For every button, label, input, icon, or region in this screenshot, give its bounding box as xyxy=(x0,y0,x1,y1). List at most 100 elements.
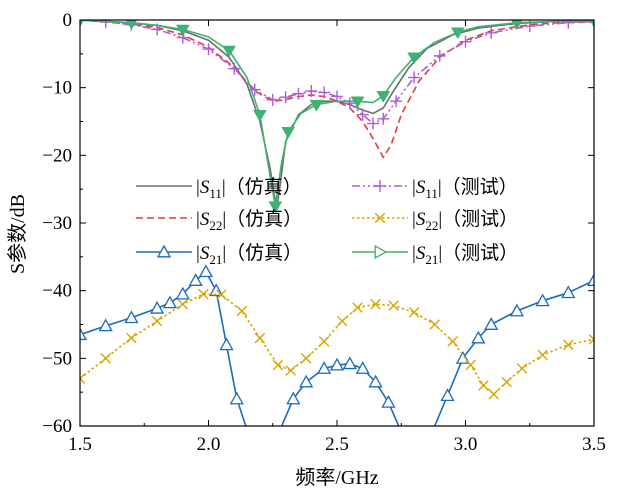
data-point xyxy=(281,126,296,139)
data-point xyxy=(80,20,85,27)
data-point xyxy=(516,363,528,374)
series-4 xyxy=(80,288,594,400)
series-line xyxy=(80,20,594,159)
legend-marker xyxy=(156,244,172,258)
series-5 xyxy=(80,20,594,214)
data-point xyxy=(292,87,305,100)
legend-label: |S21|（仿真） xyxy=(196,242,302,267)
y-tick-label: −30 xyxy=(42,213,72,234)
data-point xyxy=(254,332,266,344)
y-axis-label: S参数/dB xyxy=(6,194,29,274)
series-line xyxy=(280,362,400,426)
data-point xyxy=(268,201,283,214)
data-point xyxy=(253,110,267,122)
data-point xyxy=(285,365,297,376)
x-tick-label: 2.0 xyxy=(197,434,221,455)
legend-marker xyxy=(374,244,388,260)
series-line xyxy=(80,20,594,207)
data-point xyxy=(216,289,227,301)
data-point xyxy=(177,298,189,310)
data-point xyxy=(318,86,331,99)
data-point xyxy=(300,353,312,364)
data-point xyxy=(484,317,499,330)
series-line xyxy=(80,20,594,125)
data-point xyxy=(228,62,241,75)
series-2 xyxy=(80,264,594,426)
data-point xyxy=(376,91,391,103)
data-point xyxy=(440,388,455,402)
series-1 xyxy=(80,20,594,159)
data-point xyxy=(222,45,236,58)
legend-label: |S22|（测试） xyxy=(412,208,518,233)
x-tick-label: 1.5 xyxy=(68,434,92,455)
data-point xyxy=(589,20,594,28)
x-tick-label: 2.5 xyxy=(325,434,349,455)
data-point xyxy=(377,112,390,125)
data-point xyxy=(125,20,138,30)
ticks-layer: 1.5 2.0 2.5 3.0 3.5 0 −10 −20 −30 −40 −50 −60 xyxy=(42,10,606,455)
data-point xyxy=(459,35,472,48)
data-point xyxy=(279,91,292,104)
data-point xyxy=(343,97,356,110)
series-line xyxy=(433,279,594,426)
legend-item: |S11|（测试） xyxy=(352,176,518,201)
data-point xyxy=(98,318,113,332)
data-point xyxy=(356,108,369,121)
data-point xyxy=(408,307,420,318)
legend-item: |S22|（测试） xyxy=(352,208,518,233)
legend-item: |S21|（仿真） xyxy=(136,242,302,267)
legend-label: |S22|（仿真） xyxy=(196,208,302,233)
data-point xyxy=(429,319,440,330)
data-point xyxy=(286,391,301,405)
legend: |S11|（仿真） |S22|（仿真） |S21|（仿真） |S11|（测试） |S22… xyxy=(136,176,518,267)
data-point xyxy=(175,286,190,300)
x-tick-label: 3.5 xyxy=(582,434,606,455)
data-point xyxy=(175,24,190,37)
legend-item: |S11|（仿真） xyxy=(136,176,302,201)
legend-item: |S21|（测试） xyxy=(352,242,518,267)
y-tick-label: −10 xyxy=(42,78,72,99)
data-point xyxy=(236,305,248,317)
data-point xyxy=(309,99,324,112)
data-point xyxy=(588,20,594,29)
data-point xyxy=(563,339,574,351)
data-point xyxy=(272,359,284,371)
data-point xyxy=(342,356,357,370)
data-point xyxy=(478,380,489,391)
data-point xyxy=(336,315,348,327)
y-tick-label: −40 xyxy=(42,281,72,302)
data-point xyxy=(433,49,446,62)
data-point xyxy=(366,117,379,130)
data-point xyxy=(388,300,399,311)
data-point xyxy=(80,327,88,341)
data-point xyxy=(305,85,318,98)
y-tick-label: −20 xyxy=(42,145,72,166)
data-point xyxy=(299,374,314,388)
y-tick-label: −50 xyxy=(42,348,72,369)
legend-item: |S22|（仿真） xyxy=(136,208,302,233)
series-0 xyxy=(80,20,594,211)
data-point xyxy=(511,20,523,30)
data-point xyxy=(355,361,370,374)
legend-label: |S21|（测试） xyxy=(412,242,518,267)
data-point xyxy=(562,20,575,29)
data-point xyxy=(80,373,86,384)
data-point xyxy=(407,52,421,65)
data-point xyxy=(509,303,525,317)
data-point xyxy=(219,337,234,351)
data-point xyxy=(202,43,215,56)
legend-marker xyxy=(374,212,386,224)
data-point xyxy=(488,388,500,400)
data-point xyxy=(465,359,476,371)
data-point xyxy=(368,374,383,388)
data-point xyxy=(501,376,512,388)
data-point xyxy=(535,293,550,307)
data-point xyxy=(485,26,498,39)
data-point xyxy=(350,96,365,109)
data-point xyxy=(124,310,139,324)
data-point xyxy=(588,334,594,345)
data-point xyxy=(198,288,209,300)
data-point xyxy=(471,330,486,344)
data-point xyxy=(149,300,165,314)
data-point xyxy=(586,273,594,286)
